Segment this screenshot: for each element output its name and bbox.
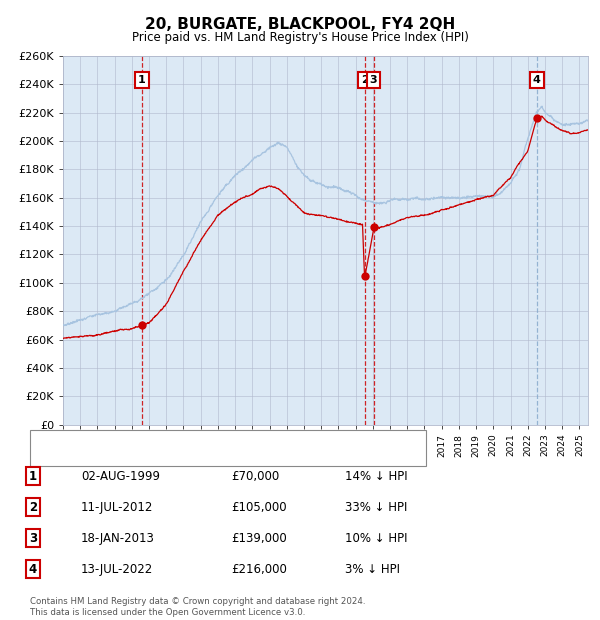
- Text: 1: 1: [29, 470, 37, 482]
- Text: 3% ↓ HPI: 3% ↓ HPI: [345, 563, 400, 575]
- Text: Contains HM Land Registry data © Crown copyright and database right 2024.
This d: Contains HM Land Registry data © Crown c…: [30, 598, 365, 617]
- Text: 13-JUL-2022: 13-JUL-2022: [81, 563, 153, 575]
- Text: 10% ↓ HPI: 10% ↓ HPI: [345, 532, 407, 544]
- Text: 14% ↓ HPI: 14% ↓ HPI: [345, 470, 407, 482]
- Text: 11-JUL-2012: 11-JUL-2012: [81, 501, 154, 513]
- Text: 4: 4: [533, 75, 541, 85]
- Text: £70,000: £70,000: [231, 470, 279, 482]
- Text: 4: 4: [29, 563, 37, 575]
- Text: 33% ↓ HPI: 33% ↓ HPI: [345, 501, 407, 513]
- Text: 18-JAN-2013: 18-JAN-2013: [81, 532, 155, 544]
- Text: Price paid vs. HM Land Registry's House Price Index (HPI): Price paid vs. HM Land Registry's House …: [131, 31, 469, 44]
- Text: 1: 1: [138, 75, 146, 85]
- Text: HPI: Average price, detached house, Blackpool: HPI: Average price, detached house, Blac…: [77, 452, 321, 463]
- Text: 3: 3: [370, 75, 377, 85]
- Text: £105,000: £105,000: [231, 501, 287, 513]
- Text: £139,000: £139,000: [231, 532, 287, 544]
- Text: 2: 2: [361, 75, 368, 85]
- Text: 20, BURGATE, BLACKPOOL, FY4 2QH (detached house): 20, BURGATE, BLACKPOOL, FY4 2QH (detache…: [77, 435, 362, 445]
- FancyBboxPatch shape: [30, 430, 426, 466]
- Text: 20, BURGATE, BLACKPOOL, FY4 2QH: 20, BURGATE, BLACKPOOL, FY4 2QH: [145, 17, 455, 32]
- Text: £216,000: £216,000: [231, 563, 287, 575]
- Text: 02-AUG-1999: 02-AUG-1999: [81, 470, 160, 482]
- Text: 3: 3: [29, 532, 37, 544]
- Text: 2: 2: [29, 501, 37, 513]
